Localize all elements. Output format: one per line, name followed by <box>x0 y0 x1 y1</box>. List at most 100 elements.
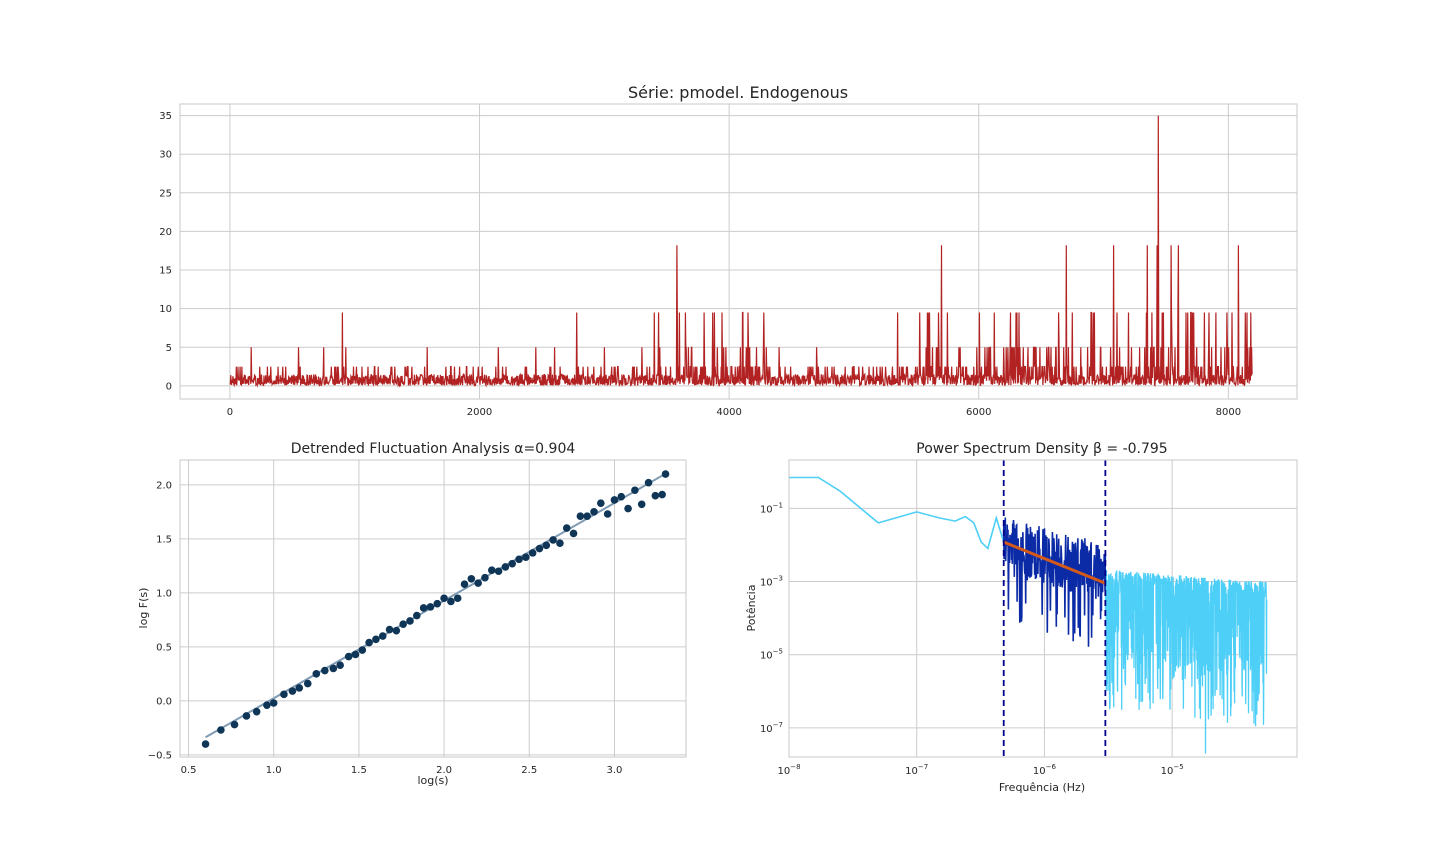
dfa-point <box>280 690 288 699</box>
series-plot-area <box>179 103 1298 400</box>
dfa-ytick: 2.0 <box>156 480 172 491</box>
psd-ytick: 10−1 <box>760 501 783 515</box>
dfa-point <box>637 500 646 509</box>
dfa-point <box>447 597 455 606</box>
dfa-ytick: 0.0 <box>156 696 172 707</box>
dfa-point <box>494 567 503 576</box>
series-xtick: 4000 <box>716 407 741 418</box>
dfa-point <box>535 544 544 553</box>
dfa-point <box>624 504 632 513</box>
dfa-point <box>288 687 297 695</box>
dfa-point <box>597 499 605 508</box>
dfa-point <box>321 666 329 675</box>
dfa-point <box>651 491 660 500</box>
dfa-point <box>661 470 670 478</box>
dfa-xtick: 3.0 <box>606 765 622 776</box>
dfa-point <box>508 559 517 568</box>
series-ytick: 35 <box>159 111 172 122</box>
dfa-point <box>344 652 353 661</box>
dfa-title: Detrended Fluctuation Analysis α=0.904 <box>291 441 576 457</box>
dfa-point <box>336 661 344 669</box>
dfa-point <box>372 635 380 644</box>
dfa-point <box>263 701 271 709</box>
series-ytick: 5 <box>166 343 172 354</box>
psd-ytick: 10−3 <box>760 575 783 589</box>
dfa-point <box>385 625 394 634</box>
dfa-point <box>453 594 462 603</box>
dfa-point <box>365 638 373 647</box>
series-ytick: 0 <box>166 381 172 392</box>
psd-title: Power Spectrum Density β = -0.795 <box>916 441 1167 457</box>
dfa-point <box>419 604 428 612</box>
series-ytick: 30 <box>159 150 172 161</box>
series-xtick: 0 <box>227 407 233 418</box>
dfa-point <box>201 740 210 748</box>
dfa-point <box>440 594 448 603</box>
dfa-xlabel: log(s) <box>417 774 448 787</box>
psd-xtick: 10−7 <box>905 763 928 777</box>
series-ytick: 25 <box>159 188 172 199</box>
dfa-point <box>329 664 338 673</box>
dfa-point <box>295 684 304 692</box>
dfa-point <box>303 679 312 688</box>
dfa-point <box>230 720 239 729</box>
dfa-point <box>242 712 251 720</box>
dfa-point <box>474 579 482 587</box>
dfa-point <box>399 620 407 628</box>
dfa-point <box>644 478 653 487</box>
dfa-point <box>610 496 619 504</box>
dfa-ytick: 0.5 <box>156 642 172 653</box>
series-xtick: 8000 <box>1216 407 1241 418</box>
dfa-point <box>252 707 261 716</box>
dfa-point <box>631 486 639 495</box>
psd-high-freq-line <box>1104 569 1268 754</box>
psd-ytick: 10−7 <box>760 721 783 735</box>
dfa-point <box>392 626 401 635</box>
dfa-point <box>542 541 551 550</box>
dfa-xtick: 2.5 <box>521 765 537 776</box>
series-xtick: 6000 <box>966 407 991 418</box>
dfa-point <box>562 524 571 532</box>
psd-plot-area <box>788 459 1298 758</box>
psd-ylabel: Potência <box>745 585 758 632</box>
dfa-point <box>460 580 469 588</box>
psd-fit-range-line <box>1002 517 1107 647</box>
dfa-point <box>426 603 435 611</box>
dfa-point <box>515 555 523 564</box>
dfa-xtick: 2.0 <box>436 765 452 776</box>
psd-xtick: 10−8 <box>777 763 800 777</box>
dfa-panel: Detrended Fluctuation Analysis α=0.904 0… <box>137 441 687 787</box>
psd-xtick: 10−6 <box>1033 763 1057 777</box>
dfa-point <box>413 611 421 620</box>
dfa-point <box>603 510 612 518</box>
dfa-point <box>467 575 476 583</box>
dfa-ytick: 1.0 <box>156 588 172 599</box>
series-line <box>229 115 1253 388</box>
series-ytick: 20 <box>159 227 172 238</box>
psd-panel: Power Spectrum Density β = -0.795 10−8 1… <box>745 441 1298 794</box>
dfa-xtick: 1.5 <box>351 765 367 776</box>
dfa-point <box>312 670 321 678</box>
psd-fit-line <box>1003 540 1106 585</box>
dfa-point <box>658 490 666 499</box>
psd-ytick: 10−5 <box>760 648 783 662</box>
dfa-point <box>487 566 496 574</box>
dfa-ytick: −0.5 <box>148 750 172 761</box>
dfa-point <box>378 632 387 640</box>
dfa-point <box>528 549 537 557</box>
psd-xtick: 10−5 <box>1161 763 1184 777</box>
dfa-xtick: 0.5 <box>181 765 197 776</box>
dfa-xtick: 1.0 <box>266 765 282 776</box>
psd-low-freq-line <box>789 476 1005 551</box>
dfa-point <box>351 650 360 659</box>
dfa-point <box>590 508 598 516</box>
dfa-point <box>217 726 225 734</box>
dfa-point <box>617 492 626 501</box>
dfa-point <box>549 536 557 544</box>
dfa-point <box>269 699 278 707</box>
series-panel: Série: pmodel. Endogenous 0 2000 4000 60… <box>159 83 1298 418</box>
series-ytick: 10 <box>159 304 172 315</box>
dfa-point <box>406 617 414 625</box>
dfa-point <box>569 529 578 538</box>
